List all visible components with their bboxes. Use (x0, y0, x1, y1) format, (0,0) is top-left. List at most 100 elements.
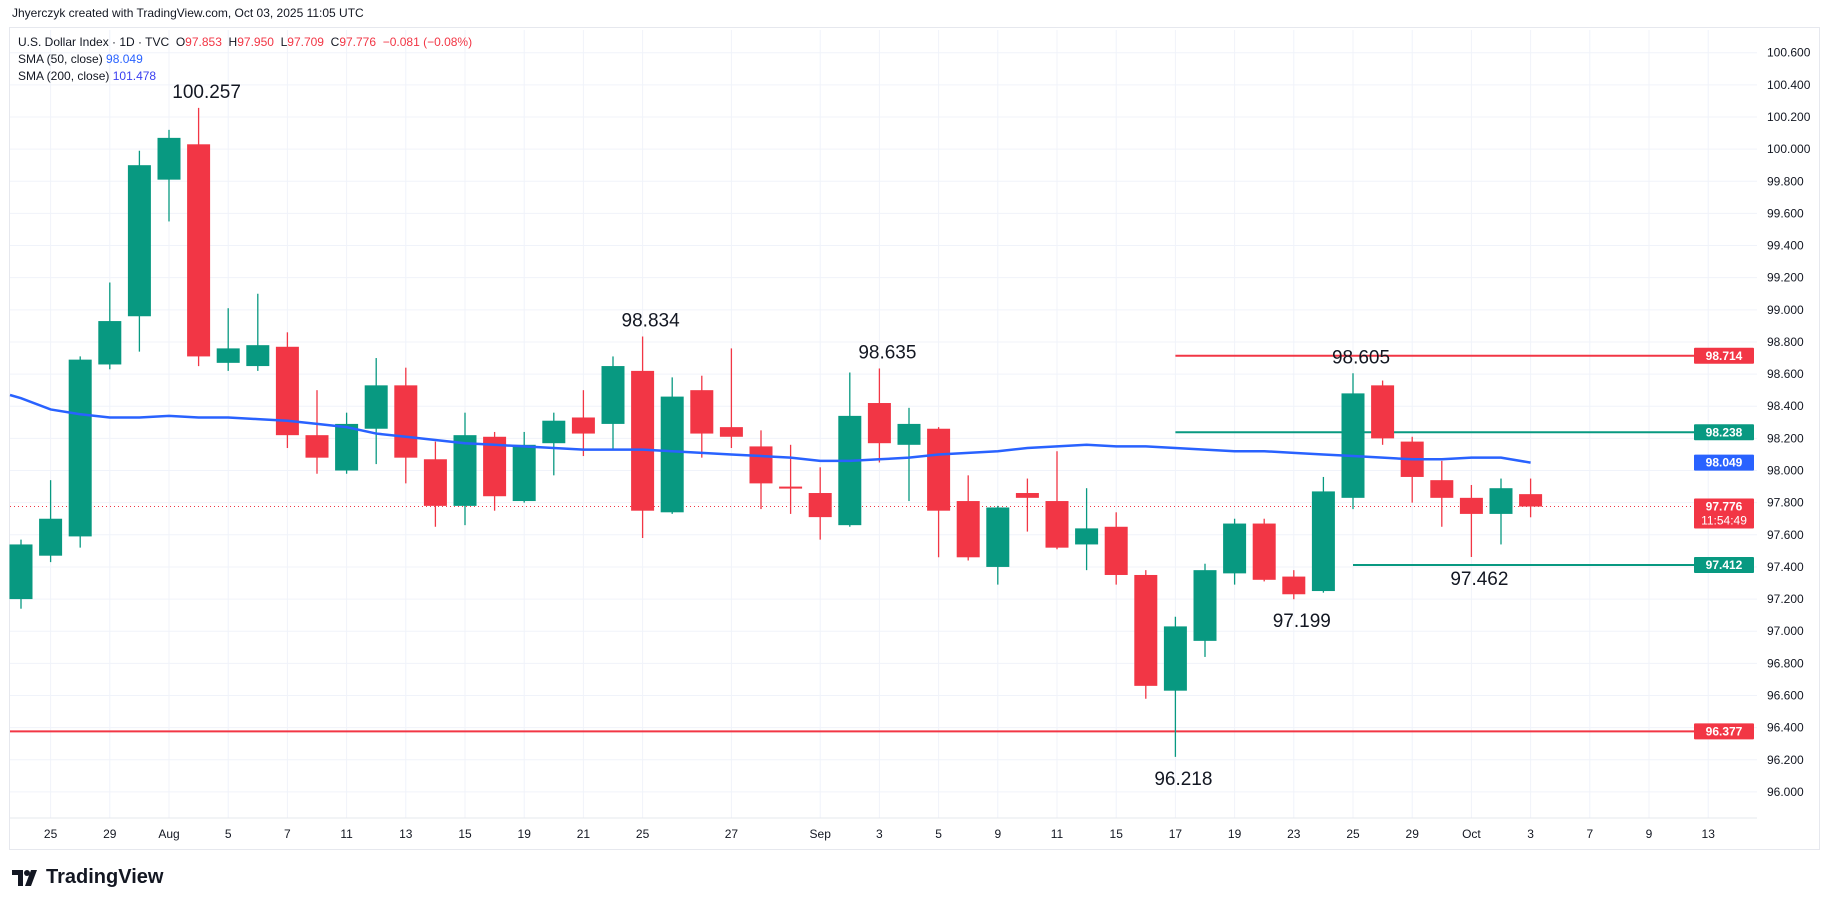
candle-down (1371, 380, 1395, 445)
x-tick-label: Aug (158, 827, 179, 841)
candle-body (779, 486, 803, 489)
x-tick-label: 9 (994, 827, 1001, 841)
y-tick-label: 99.800 (1767, 174, 1804, 188)
candle-body (98, 321, 122, 365)
grid (10, 30, 1757, 819)
candle-body (1252, 523, 1276, 580)
candle-up (512, 431, 536, 503)
candle-body (187, 144, 211, 357)
candle-body (1311, 491, 1335, 592)
candle-body (1430, 480, 1454, 498)
candle-up (1075, 488, 1099, 571)
candle-body (719, 427, 743, 437)
candle-body (1459, 497, 1483, 514)
candle-down (719, 348, 743, 449)
sma-50-line (9, 393, 1531, 464)
y-tick-label: 100.400 (1767, 78, 1811, 92)
price-annotation: 97.199 (1273, 611, 1331, 632)
candle-down (187, 107, 211, 367)
x-tick-label: 17 (1169, 827, 1183, 841)
y-tick-label: 100.200 (1767, 110, 1811, 124)
sma200-value: 101.478 (112, 69, 157, 83)
candle-up (246, 293, 270, 371)
open-label: O (175, 35, 186, 49)
candle-body (1519, 494, 1543, 507)
candle-up (216, 308, 240, 371)
y-tick-label: 98.600 (1767, 367, 1804, 381)
y-tick-label: 96.200 (1767, 753, 1804, 767)
y-tick-label: 99.000 (1767, 303, 1804, 317)
candle-up (660, 377, 684, 514)
candle-body (157, 137, 181, 180)
candle-down (1045, 451, 1069, 550)
x-tick-label: 19 (518, 827, 532, 841)
candle-body (216, 348, 240, 363)
candle-down (1459, 484, 1483, 557)
x-tick-label: 7 (284, 827, 291, 841)
candle-down (423, 441, 447, 527)
tradingview-logo[interactable]: TradingView (12, 866, 163, 889)
candle-down (1400, 436, 1424, 503)
candles (9, 107, 1543, 757)
candle-down (275, 332, 299, 449)
candle-down (1430, 460, 1454, 527)
sma50-label[interactable]: SMA (50, close) (18, 52, 103, 66)
candle-up (1223, 518, 1247, 585)
symbol-title: U.S. Dollar Index · 1D · TVC (18, 35, 170, 49)
candle-body (542, 420, 566, 444)
x-tick-label: 3 (1527, 827, 1534, 841)
candle-body (690, 390, 714, 434)
y-tick-label: 96.800 (1767, 656, 1804, 670)
x-tick-label: 19 (1228, 827, 1242, 841)
candle-up (1341, 373, 1365, 510)
y-tick-label: 96.600 (1767, 689, 1804, 703)
candle-body (1104, 526, 1128, 575)
candle-down (1252, 518, 1276, 582)
y-tick-label: 97.200 (1767, 592, 1804, 606)
candle-body (986, 507, 1010, 567)
y-tick-label: 98.800 (1767, 335, 1804, 349)
price-axis: 100.600 100.400 100.200 100.000 99.800 99.600… (1767, 46, 1811, 799)
candle-up (39, 480, 63, 563)
change-value: −0.081 (−0.08%) (382, 35, 473, 49)
candle-body (1045, 501, 1069, 548)
candle-body (897, 423, 921, 445)
candle-down (571, 390, 595, 457)
candle-down (1015, 478, 1039, 532)
y-tick-label: 99.600 (1767, 206, 1804, 220)
candle-body (1075, 528, 1099, 545)
level-price-tag: 98.714 (1706, 349, 1743, 363)
candle-body (127, 165, 151, 317)
price-annotations: 100.257 98.834 98.635 98.605 96.218 97.199 97.… (172, 82, 1508, 790)
y-tick-label: 97.600 (1767, 528, 1804, 542)
close-label: C (330, 35, 340, 49)
candle-body (1282, 576, 1306, 595)
level-price-tag: 97.412 (1706, 558, 1743, 572)
price-tags: 98.714 98.238 97.412 96.377 98.049 97.77611:5… (1694, 347, 1754, 740)
candle-body (1134, 574, 1158, 686)
x-tick-label: 9 (1646, 827, 1653, 841)
x-tick-label: 13 (399, 827, 413, 841)
candle-body (512, 444, 536, 502)
level-price-tag-bg (1694, 424, 1754, 441)
level-price-tag-bg (1694, 557, 1754, 574)
sma200-label[interactable]: SMA (200, close) (18, 69, 110, 83)
x-tick-label: Sep (810, 827, 832, 841)
candle-up (838, 372, 862, 527)
y-tick-label: 98.400 (1767, 399, 1804, 413)
x-tick-label: 13 (1702, 827, 1716, 841)
tradingview-logo-icon (12, 869, 37, 886)
candle-body (39, 518, 63, 556)
y-tick-label: 99.400 (1767, 239, 1804, 253)
candle-body (453, 435, 477, 506)
legend: U.S. Dollar Index · 1D · TVC O97.853 H97… (18, 34, 472, 85)
candle-body (394, 385, 418, 458)
price-annotation: 96.218 (1154, 769, 1212, 790)
high-value: 97.950 (237, 35, 274, 49)
candle-up (1163, 616, 1187, 757)
level-price-tag-bg (1694, 347, 1754, 364)
candle-down (956, 475, 980, 561)
x-tick-label: 25 (1346, 827, 1360, 841)
candle-down (305, 390, 329, 474)
